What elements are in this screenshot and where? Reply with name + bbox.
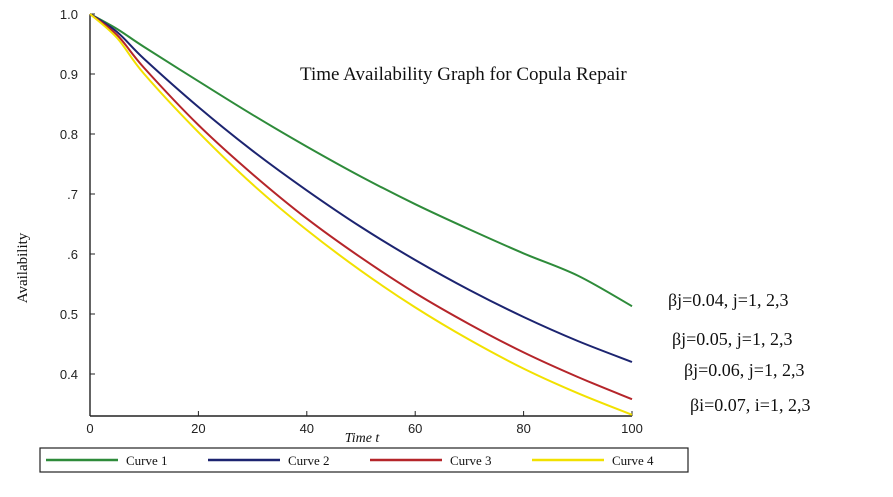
series-line-curve-4 (89, 13, 633, 416)
series-line-curve-1 (89, 13, 633, 308)
legend: Curve 1 Curve 2 Curve 3 Curve 4 (39, 447, 689, 473)
y-tick-label: .6 (67, 247, 78, 262)
x-tick-label: 20 (191, 421, 205, 436)
y-tick-label: .7 (67, 187, 78, 202)
y-tick-label: 0.8 (60, 127, 78, 142)
y-tick-label: 0.9 (60, 67, 78, 82)
x-tick-label: 40 (300, 421, 314, 436)
x-axis-label: Time t (345, 431, 381, 446)
data-series (89, 13, 633, 416)
x-tick-label: 80 (516, 421, 530, 436)
legend-items: Curve 1 Curve 2 Curve 3 Curve 4 (46, 453, 654, 468)
plot-frame (89, 14, 632, 417)
x-tick-label: 60 (408, 421, 422, 436)
x-tick-label: 0 (86, 421, 93, 436)
x-tick-label: 100 (621, 421, 643, 436)
y-tick-label: 1.0 (60, 7, 78, 22)
legend-label-curve-2: Curve 2 (288, 453, 330, 468)
chart-title: Time Availability Graph for Copula Repai… (300, 64, 627, 85)
legend-label-curve-1: Curve 1 (126, 453, 168, 468)
series-line-curve-2 (89, 13, 633, 363)
beta-annotation-curve-3: βj=0.06, j=1, 2,3 (684, 360, 804, 380)
y-axis-label: Availability (15, 232, 31, 303)
beta-annotation-curve-4: βi=0.07, i=1, 2,3 (690, 395, 810, 415)
legend-label-curve-3: Curve 3 (450, 453, 492, 468)
y-tick-label: 0.4 (60, 367, 78, 382)
beta-annotations: βj=0.04, j=1, 2,3 βj=0.05, j=1, 2,3 βj=0.0… (668, 290, 810, 415)
legend-label-curve-4: Curve 4 (612, 453, 654, 468)
beta-annotation-curve-1: βj=0.04, j=1, 2,3 (668, 290, 788, 310)
series-line-curve-3 (89, 13, 633, 401)
y-tick-label: 0.5 (60, 307, 78, 322)
axis-ticks: 0 20 40 60 80 100 0.4 0.5 .6 .7 0.8 0.9 1.0 (60, 7, 643, 436)
beta-annotation-curve-2: βj=0.05, j=1, 2,3 (672, 329, 792, 349)
